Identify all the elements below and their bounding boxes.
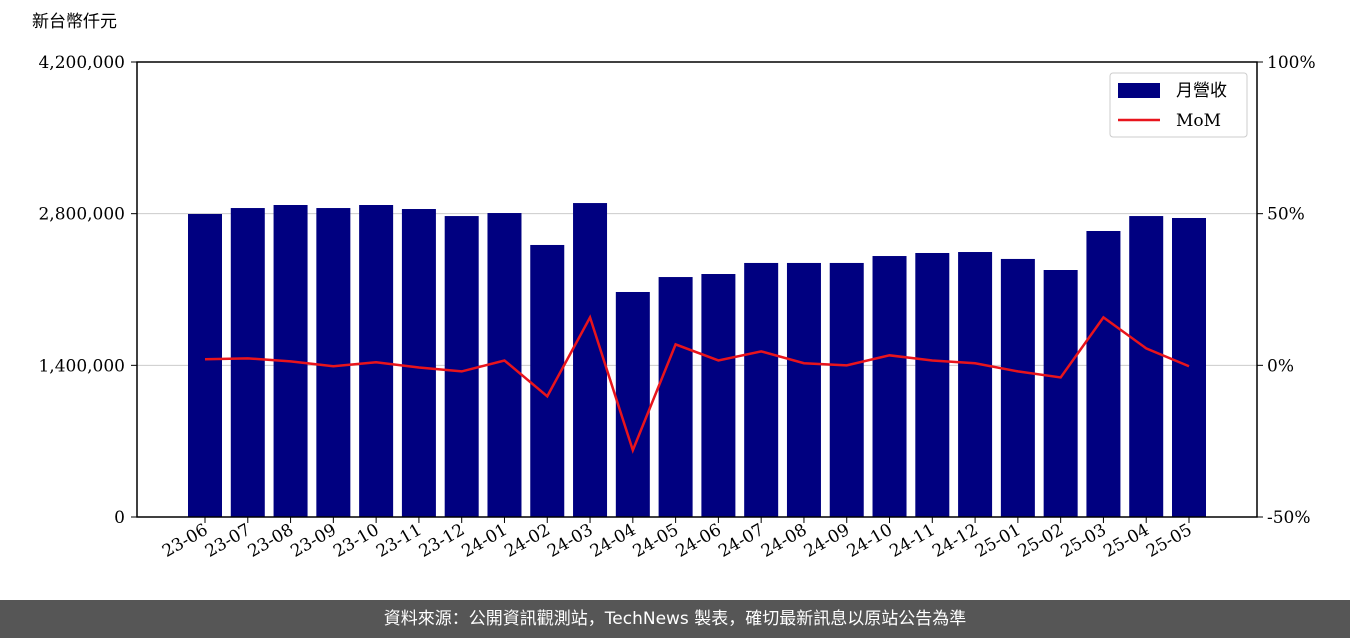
- bar: [1043, 270, 1078, 517]
- bar: [359, 205, 394, 517]
- x-tick-label: 24-10: [844, 520, 896, 562]
- x-tick-label: 25-03: [1057, 520, 1109, 562]
- bar: [701, 274, 736, 517]
- bar: [487, 213, 522, 517]
- bar: [1086, 231, 1121, 517]
- x-tick-label: 24-09: [801, 520, 853, 562]
- y2-tick-label: 50%: [1267, 205, 1305, 225]
- y-tick-label: 4,200,000: [38, 53, 125, 73]
- bar: [872, 256, 907, 517]
- x-tick-label: 24-02: [501, 520, 553, 562]
- x-tick-label: 25-01: [972, 520, 1024, 562]
- y-tick-label: 2,800,000: [38, 205, 125, 225]
- x-tick-label: 24-04: [587, 520, 639, 562]
- bar: [786, 262, 821, 517]
- bar: [658, 277, 693, 517]
- x-tick-label: 24-11: [886, 520, 938, 562]
- x-tick-label: 24-06: [672, 520, 724, 562]
- x-tick-label: 23-08: [245, 520, 297, 562]
- x-tick-label: 23-10: [330, 520, 382, 562]
- x-tick-label: 24-05: [630, 520, 682, 562]
- line: [204, 314, 1190, 454]
- chart: 新台幣仟元 0 1,400,000 2,800,000 4,200,000 -50% 0%…: [32, 12, 1316, 562]
- y-tick-label: 0: [114, 508, 125, 528]
- bar: [958, 252, 993, 517]
- bar: [1172, 218, 1206, 517]
- y-tick-label: 1,400,000: [38, 356, 125, 376]
- bar: [573, 203, 608, 518]
- bar: [530, 244, 565, 517]
- x-tick-label: 23-06: [159, 520, 211, 562]
- x-tick-label: 24-07: [715, 520, 767, 562]
- y2-tick-label: 100%: [1267, 53, 1316, 73]
- bar: [230, 208, 265, 518]
- x-tick-label: 25-05: [1143, 520, 1195, 562]
- x-tick-label: 25-02: [1015, 520, 1067, 562]
- bar: [744, 262, 779, 517]
- bar: [915, 252, 950, 517]
- bar: [188, 213, 222, 517]
- legend-label: 月營收: [1176, 81, 1227, 101]
- legend-label: MoM: [1176, 111, 1221, 131]
- x-tick-label: 24-01: [459, 520, 511, 562]
- bar: [1129, 216, 1164, 518]
- bar: [829, 262, 864, 517]
- x-tick-label: 24-08: [758, 520, 810, 562]
- y2-tick-label: -50%: [1267, 508, 1311, 528]
- x-tick-label: 24-12: [929, 520, 981, 562]
- bar: [444, 216, 479, 518]
- bar: [401, 209, 436, 517]
- x-tick-label: 23-07: [202, 520, 254, 562]
- x-tick-label: 23-09: [287, 520, 339, 562]
- y-axis-label: 新台幣仟元: [32, 12, 117, 32]
- bar: [615, 291, 650, 517]
- plot-frame: [136, 61, 1258, 518]
- bar: [316, 208, 351, 518]
- x-tick-label: 23-11: [373, 520, 425, 562]
- x-tick-label: 25-04: [1100, 520, 1152, 562]
- legend-swatch: [1118, 83, 1160, 98]
- x-tick-label: 24-03: [544, 520, 596, 562]
- y2-tick-label: 0%: [1267, 356, 1294, 376]
- bar: [1000, 258, 1035, 517]
- footer: 資料來源：公開資訊觀測站，TechNews 製表，確切最新訊息以原站公告為準: [0, 600, 1350, 638]
- x-tick-label: 23-12: [416, 520, 468, 562]
